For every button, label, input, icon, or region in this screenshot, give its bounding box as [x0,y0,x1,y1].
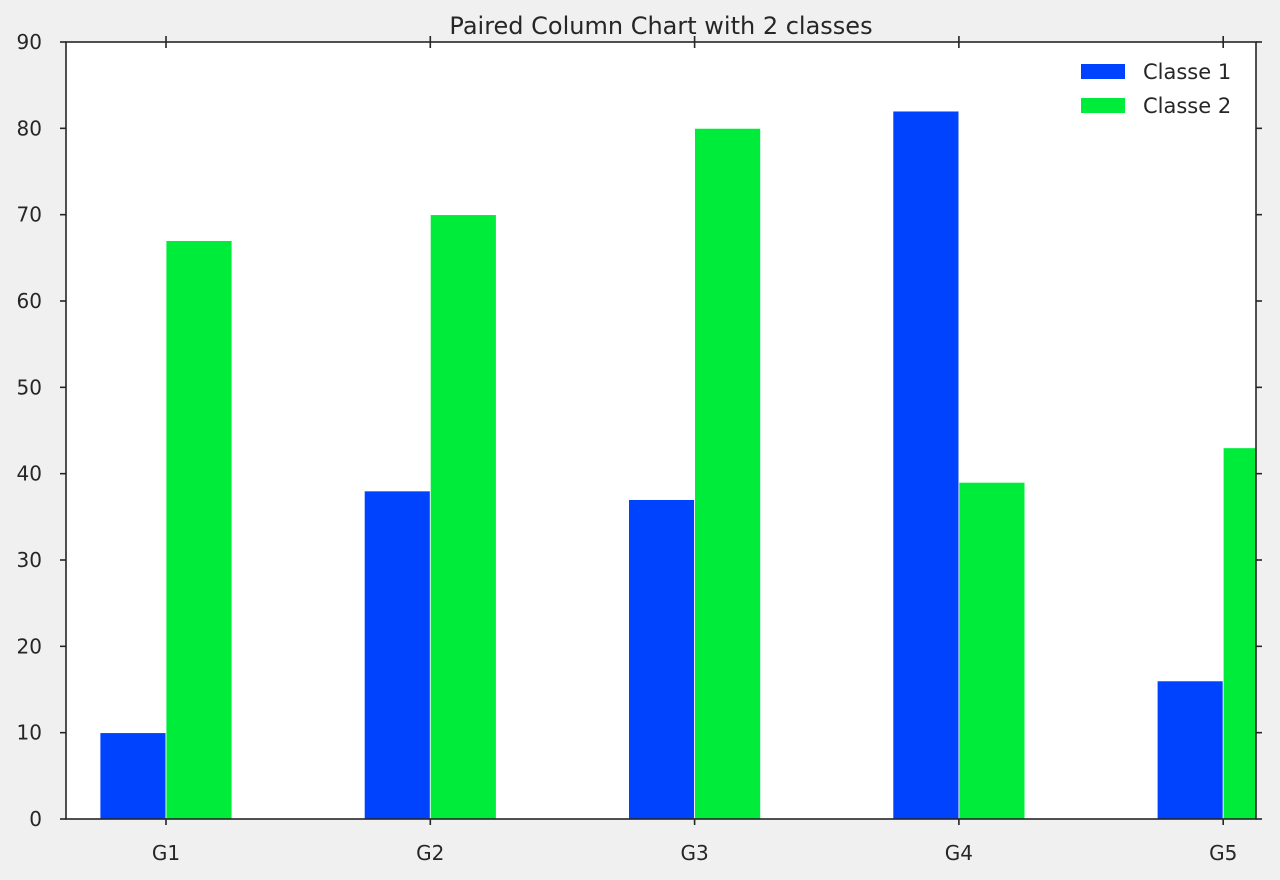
x-tick-label-g1: G1 [152,841,180,865]
legend-swatch-series-1 [1081,64,1125,79]
bar-g3-series-1 [628,499,695,820]
y-tick-labels: 0 10 20 30 40 50 60 70 80 90 [17,30,42,831]
x-tick-label-g4: G4 [945,841,973,865]
legend-label-series-1: Classe 1 [1143,60,1231,84]
y-tick-label: 90 [17,30,42,54]
chart-title: Paired Column Chart with 2 classes [449,12,872,40]
x-tick-label-g5: G5 [1209,841,1237,865]
y-tick-label: 40 [17,462,42,486]
legend: Classe 1 Classe 2 [1081,60,1231,118]
bar-g5-series-2 [1222,447,1257,820]
y-tick-label: 30 [17,548,42,572]
legend-label-series-2: Classe 2 [1143,94,1231,118]
y-tick-label: 10 [17,721,42,745]
y-tick-label: 70 [17,203,42,227]
y-tick-label: 20 [17,634,42,658]
bar-g4-series-1 [892,110,960,820]
bar-g1-series-2 [165,240,233,820]
bar-g4-series-2 [958,481,1026,820]
y-tick-label: 50 [17,375,42,399]
y-tick-label: 80 [17,116,42,140]
bar-g2-series-1 [363,490,431,820]
bar-g2-series-2 [429,214,497,820]
bars-layer [99,110,1257,820]
y-tick-label: 0 [29,807,42,831]
x-tick-label-g2: G2 [416,841,444,865]
x-tick-labels: G1 G2 G3 G4 G5 [152,841,1237,865]
bar-g5-series-1 [1156,680,1224,820]
legend-swatch-series-2 [1081,98,1125,113]
x-tick-label-g3: G3 [680,841,708,865]
bar-g3-series-2 [694,127,761,820]
bar-g1-series-1 [99,732,167,820]
y-tick-label: 60 [17,289,42,313]
plot-frame [65,41,1257,820]
